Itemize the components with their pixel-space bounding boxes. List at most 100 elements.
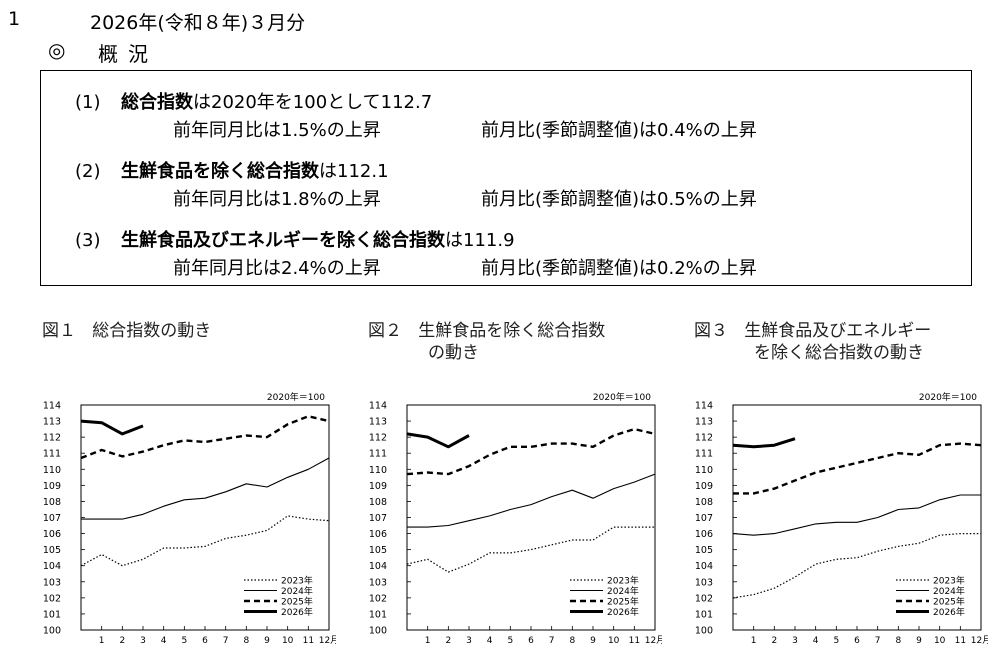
- summary-item-3-mom: 前月比(季節調整値)は0.2%の上昇: [481, 258, 757, 279]
- y-tick-label: 114: [43, 401, 61, 412]
- y-tick-label: 100: [695, 626, 713, 637]
- y-tick-label: 106: [43, 529, 61, 540]
- y-tick-label: 112: [43, 433, 61, 444]
- figure-2-title: 図２ 生鮮食品を除く総合指数 の動き: [368, 320, 605, 364]
- y-tick-label: 101: [695, 609, 713, 620]
- y-tick-label: 100: [43, 626, 61, 637]
- figure-label: 図２: [368, 321, 402, 341]
- overview-title: 概況: [98, 42, 158, 66]
- series-line-2024年: [407, 473, 656, 528]
- y-tick-label: 114: [369, 401, 387, 412]
- legend-label: 2024年: [933, 585, 965, 597]
- figure-title-line1: 総合指数の動き: [92, 321, 212, 341]
- summary-item-number: (3): [75, 230, 101, 251]
- figure-3-title: 図３ 生鮮食品及びエネルギー を除く総合指数の動き: [694, 320, 931, 364]
- y-tick-label: 102: [369, 593, 387, 604]
- y-tick-label: 103: [369, 577, 387, 588]
- base-note: 2020年＝100: [919, 391, 977, 403]
- x-tick-label: 5: [833, 636, 839, 646]
- y-tick-label: 111: [369, 449, 387, 460]
- x-tick-label: 10: [608, 636, 620, 646]
- x-tick-label: 9: [590, 636, 596, 646]
- summary-item-1-mom: 前月比(季節調整値)は0.4%の上昇: [481, 120, 757, 141]
- series-line-2024年: [81, 457, 330, 520]
- summary-box: (1) 総合指数は2020年を100として112.7 前年同月比は1.5%の上昇 …: [40, 70, 972, 286]
- y-tick-label: 109: [369, 481, 387, 492]
- x-tick-label: 4: [487, 636, 493, 646]
- legend-label: 2025年: [607, 596, 639, 608]
- summary-item-text: は2020年を100として112.7: [193, 92, 433, 113]
- y-tick-label: 113: [695, 417, 713, 428]
- x-tick-label: 3: [792, 636, 798, 646]
- series-line-2025年: [406, 427, 656, 476]
- series-line-2023年: [732, 533, 981, 599]
- series-line-2023年: [406, 526, 655, 573]
- x-tick-label: 9: [264, 636, 270, 646]
- legend-label: 2026年: [607, 606, 639, 618]
- x-tick-label: 7: [875, 636, 881, 646]
- summary-item-text: は112.1: [319, 161, 389, 182]
- series-line-2023年: [80, 515, 330, 567]
- figure-title-line2: を除く総合指数の動き: [754, 343, 924, 363]
- y-tick-label: 105: [369, 545, 387, 556]
- x-tick-label: 11: [629, 636, 640, 646]
- summary-item-name: 総合指数: [121, 92, 193, 113]
- figure-label: 図３: [694, 321, 728, 341]
- x-tick-label: 2: [119, 636, 125, 646]
- y-tick-label: 103: [695, 577, 713, 588]
- y-tick-label: 107: [43, 513, 61, 524]
- summary-item-3-yoy: 前年同月比は2.4%の上昇: [173, 258, 381, 279]
- summary-item-1: (1) 総合指数は2020年を100として112.7: [75, 88, 432, 114]
- x-tick-label: 11: [303, 636, 314, 646]
- figure-title-line2: の動き: [428, 343, 479, 363]
- summary-item-number: (1): [75, 92, 101, 113]
- y-tick-label: 111: [43, 449, 61, 460]
- x-tick-label: 2: [445, 636, 451, 646]
- figure-label: 図１: [42, 321, 76, 341]
- x-tick-label: 4: [161, 636, 167, 646]
- series-line-2025年: [80, 415, 330, 460]
- x-tick-label: 5: [507, 636, 513, 646]
- figure-1-chart: 2020年＝1001001011021031041051061071081091…: [43, 391, 336, 646]
- x-tick-label: 8: [895, 636, 901, 646]
- summary-item-name: 生鮮食品及びエネルギーを除く総合指数: [121, 230, 445, 251]
- y-tick-label: 101: [43, 609, 61, 620]
- y-tick-label: 110: [43, 465, 61, 476]
- series-line-2025年: [733, 442, 982, 495]
- summary-item-2: (2) 生鮮食品を除く総合指数は112.1: [75, 157, 389, 183]
- y-tick-label: 107: [695, 513, 713, 524]
- y-tick-label: 104: [43, 561, 61, 572]
- figure-2-chart: 2020年＝1001001011021031041051061071081091…: [369, 391, 662, 646]
- y-tick-label: 109: [43, 481, 61, 492]
- x-tick-label: 1: [99, 636, 105, 646]
- y-tick-label: 101: [369, 609, 387, 620]
- x-tick-label: 7: [549, 636, 555, 646]
- y-tick-label: 113: [369, 417, 387, 428]
- x-tick-label: 12月: [971, 635, 988, 646]
- figure-title-line1: 生鮮食品及びエネルギー: [744, 321, 932, 341]
- y-tick-label: 112: [695, 433, 713, 444]
- y-tick-label: 108: [695, 497, 713, 508]
- legend-label: 2023年: [281, 575, 313, 587]
- y-tick-label: 107: [369, 513, 387, 524]
- y-tick-label: 108: [43, 497, 61, 508]
- x-tick-label: 11: [955, 636, 966, 646]
- y-tick-label: 106: [695, 529, 713, 540]
- base-note: 2020年＝100: [593, 391, 651, 403]
- section-number: 1: [8, 8, 21, 30]
- x-tick-label: 6: [528, 636, 534, 646]
- y-tick-label: 110: [369, 465, 387, 476]
- legend-label: 2025年: [933, 596, 965, 608]
- x-tick-label: 4: [813, 636, 819, 646]
- summary-item-1-yoy: 前年同月比は1.5%の上昇: [173, 120, 381, 141]
- x-tick-label: 5: [181, 636, 187, 646]
- summary-item-text: は111.9: [445, 230, 515, 251]
- x-tick-label: 6: [854, 636, 860, 646]
- figure-1-title: 図１ 総合指数の動き: [42, 320, 211, 364]
- y-tick-label: 106: [369, 529, 387, 540]
- legend-label: 2026年: [281, 606, 313, 618]
- x-tick-label: 9: [916, 636, 922, 646]
- y-tick-label: 105: [43, 545, 61, 556]
- x-tick-label: 12月: [645, 635, 662, 646]
- base-note: 2020年＝100: [267, 391, 325, 403]
